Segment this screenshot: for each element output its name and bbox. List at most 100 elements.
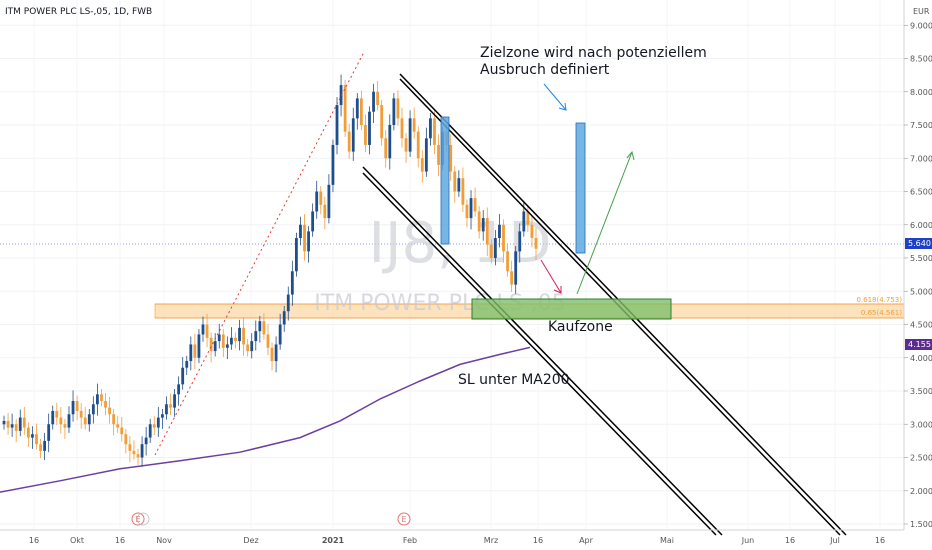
- candle-body: [67, 414, 71, 428]
- candle-body: [290, 271, 294, 295]
- last-price-tag: 5.640: [905, 238, 932, 249]
- candles: [2, 74, 538, 467]
- x-tick-label: Apr: [579, 536, 594, 545]
- candle-body: [347, 131, 351, 152]
- candle-body: [534, 238, 538, 249]
- y-tick-label: 3.000: [910, 420, 932, 429]
- y-axis[interactable]: 1.500 2.000 2.500 3.000 3.500 4.000 4.500 5.000…: [903, 0, 932, 530]
- arrow-red: [540, 259, 562, 294]
- candle-body: [485, 218, 489, 245]
- candle-body: [510, 271, 514, 285]
- candle-body: [205, 324, 209, 338]
- candle-body: [303, 224, 306, 252]
- candle-body: [335, 105, 339, 145]
- candle-body: [262, 321, 266, 335]
- candle-body: [59, 417, 63, 425]
- candle-body: [51, 410, 55, 425]
- candle-body: [234, 337, 237, 342]
- candle-body: [31, 434, 34, 438]
- fib-label-0618: 0.618(4.753): [856, 296, 902, 304]
- candle-body: [75, 400, 79, 411]
- candle-body: [185, 361, 189, 368]
- candle-body: [238, 327, 241, 342]
- candle-body: [83, 417, 87, 425]
- candle-body: [331, 144, 335, 185]
- candle-body: [213, 341, 217, 352]
- candle-body: [376, 91, 380, 106]
- candle-body: [26, 427, 30, 438]
- candle-body: [225, 344, 229, 348]
- target-note-text-2: Ausbruch definiert: [480, 62, 610, 78]
- candle-body: [461, 178, 465, 205]
- y-tick-label: 2.000: [910, 487, 932, 496]
- candle-body: [420, 158, 424, 172]
- candle-body: [469, 198, 473, 219]
- candle-body: [433, 118, 436, 145]
- target-note-line1: Zielzone wird nach potenziellem: [480, 45, 707, 61]
- x-tick-label: Mrz: [484, 536, 498, 545]
- y-tick-label: 9.000: [910, 21, 932, 30]
- candle-body: [368, 111, 371, 145]
- candle-body: [230, 337, 233, 345]
- candle-body: [242, 327, 246, 345]
- candle-body: [173, 394, 176, 408]
- candle-body: [384, 138, 388, 159]
- y-tick-label: 3.500: [910, 387, 932, 396]
- y-tick-label: 8.500: [910, 55, 932, 64]
- candle-body: [39, 444, 42, 451]
- candle-body: [104, 400, 107, 408]
- candle-body: [189, 344, 193, 362]
- candle-body: [299, 224, 302, 239]
- x-tick-label: Dez: [243, 536, 258, 545]
- candle-body: [343, 85, 347, 132]
- buy-zone-label: Kaufzone: [548, 319, 613, 335]
- y-tick-label: 4.500: [910, 321, 932, 330]
- ma200-price-tag: 4.155: [905, 339, 932, 350]
- candle-body: [307, 231, 310, 252]
- candle-body: [392, 98, 396, 125]
- candle-body: [63, 424, 67, 428]
- y-tick-label: 5.500: [910, 254, 932, 263]
- candle-body: [274, 344, 278, 362]
- candle-body: [258, 321, 262, 332]
- x-tick-label: Jul: [829, 536, 840, 545]
- candle-body: [522, 211, 526, 232]
- candle-body: [351, 118, 355, 152]
- candle-body: [108, 407, 111, 415]
- candle-body: [359, 98, 363, 125]
- candle-body: [144, 437, 148, 445]
- y-tick-label: 2.500: [910, 454, 932, 463]
- earnings-marker-2[interactable]: E: [397, 512, 411, 526]
- candle-body: [160, 414, 164, 418]
- y-tick-label: 8.000: [910, 88, 932, 97]
- x-tick-label: 16: [533, 536, 543, 545]
- candle-body: [100, 394, 103, 401]
- candle-body: [197, 334, 201, 358]
- x-tick-label: Mai: [660, 536, 674, 545]
- candle-body: [453, 171, 457, 192]
- earnings-label-1: E: [135, 515, 140, 524]
- candle-body: [372, 91, 375, 112]
- candle-body: [165, 404, 168, 415]
- x-tick-label: 16: [875, 536, 885, 545]
- candle-body: [14, 424, 18, 431]
- candle-body: [400, 118, 404, 139]
- x-tick-label: Jun: [741, 536, 755, 545]
- candle-body: [221, 334, 225, 348]
- earnings-marker-1[interactable]: E: [131, 512, 150, 526]
- x-tick-label: Nov: [156, 536, 172, 545]
- candle-body: [55, 410, 59, 418]
- y-tick-label: 7.500: [910, 121, 932, 130]
- candle-body: [319, 191, 323, 205]
- candle-body: [286, 294, 290, 312]
- candle-body: [465, 204, 469, 219]
- x-axis[interactable]: 16 Okt 16 Nov Dez 2021 Feb Mrz 16 Apr Mai Jun 16 Jul 1…: [0, 529, 904, 545]
- candle-body: [96, 394, 99, 405]
- candle-body: [43, 440, 47, 451]
- candle-body: [128, 444, 132, 451]
- candle-body: [156, 417, 160, 428]
- candle-body: [22, 417, 26, 428]
- candle-body: [498, 224, 501, 239]
